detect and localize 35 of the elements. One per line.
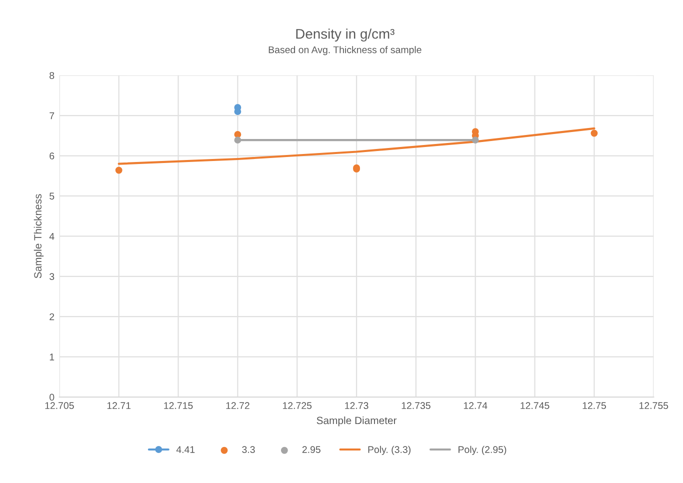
x-tick-label: 12.75 <box>582 402 606 410</box>
x-tick-label: 12.725 <box>282 402 312 410</box>
y-tick-label: 8 <box>50 72 54 79</box>
point <box>472 136 479 144</box>
x-tick-label: 12.74 <box>464 402 488 409</box>
legend-label: Poly. (3.3) <box>368 446 410 455</box>
legend-label: 4.41 <box>176 446 195 453</box>
y-tick-label: 5 <box>50 192 54 200</box>
chart-subtitle: Based on Avg. Thickness of sample <box>268 46 422 56</box>
y-tick-label: 0 <box>50 394 54 401</box>
x-tick-label: 12.71 <box>107 402 131 409</box>
point <box>234 130 242 138</box>
y-tick-label: 1 <box>50 354 54 360</box>
legend-label: 2.95 <box>302 446 320 454</box>
x-tick-label: 12.755 <box>640 402 668 410</box>
legend-label: 3.3 <box>242 446 255 454</box>
line-series <box>118 127 596 165</box>
y-tick-label: 2 <box>50 313 54 320</box>
y-axis-title: Sample Thickness <box>34 194 44 278</box>
y-tick-label: 4 <box>49 233 54 240</box>
x-tick-label: 12.715 <box>164 402 193 410</box>
x-axis-title: Sample Diameter <box>316 416 397 426</box>
point <box>590 130 598 137</box>
x-tick-label: 12.73 <box>345 402 368 410</box>
x-tick-label: 12.735 <box>402 402 430 410</box>
y-tick-label: 3 <box>50 273 54 280</box>
x-tick-label: 12.705 <box>45 402 74 410</box>
point <box>115 166 122 174</box>
x-tick-label: 12.72 <box>226 402 250 409</box>
x-tick-label: 12.745 <box>520 402 550 410</box>
chart-title: Density in g/cm³ <box>296 28 394 42</box>
point <box>234 136 242 144</box>
y-tick-label: 7 <box>50 112 54 120</box>
y-tick-label: 6 <box>50 152 54 160</box>
legend-label: Poly. (2.95) <box>458 446 506 455</box>
